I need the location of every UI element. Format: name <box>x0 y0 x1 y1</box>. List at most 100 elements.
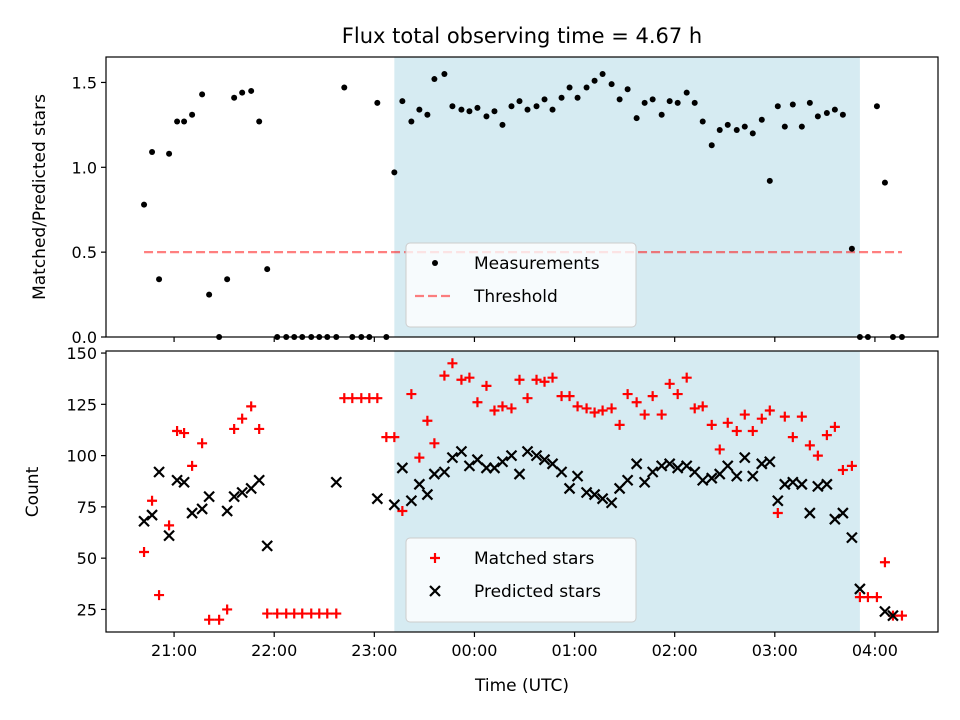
predicted-stars-point <box>236 486 248 499</box>
predicted-stars-point <box>655 460 668 472</box>
measurement-point <box>206 291 213 298</box>
measurement-point <box>524 106 531 113</box>
y-tick-label: 50 <box>77 549 97 568</box>
predicted-stars-point <box>746 470 759 482</box>
predicted-stars-point <box>388 499 401 511</box>
measurement-point <box>149 149 156 156</box>
predicted-stars-point <box>764 455 776 468</box>
matched-stars-point <box>439 370 450 381</box>
y-tick-label: 125 <box>66 395 97 414</box>
predicted-stars-point <box>804 507 816 519</box>
predicted-stars-point <box>580 486 593 499</box>
measurement-point <box>624 86 631 93</box>
predicted-stars-point <box>812 480 824 493</box>
predicted-stars-point <box>680 460 693 472</box>
measurement-point <box>641 99 648 106</box>
matched-stars-point <box>254 423 265 434</box>
measurement-point <box>616 96 623 103</box>
predicted-stars-point <box>796 478 808 491</box>
axes-frame <box>105 56 939 338</box>
measurement-point <box>574 94 581 101</box>
matched-stars-point <box>204 614 215 625</box>
matched-stars-point <box>372 393 383 404</box>
predicted-stars-point <box>846 531 858 544</box>
predicted-stars-point <box>671 462 684 474</box>
predicted-stars-point <box>371 492 384 505</box>
predicted-stars-point <box>663 458 676 470</box>
measurement-point <box>724 121 731 128</box>
matched-stars-point <box>322 608 333 619</box>
legend-box <box>405 537 637 623</box>
matched-stars-point <box>804 440 815 451</box>
measurement-point <box>441 70 448 77</box>
measurement-point <box>733 126 740 133</box>
y-tick-label: 0.0 <box>72 328 97 347</box>
measurement-point <box>823 110 830 116</box>
matched-stars-point <box>547 372 558 383</box>
predicted-stars-point <box>496 455 509 468</box>
predicted-stars-point <box>837 507 849 519</box>
matched-stars-point <box>714 444 725 455</box>
matched-stars-point <box>862 592 873 603</box>
matched-stars-point <box>597 405 608 416</box>
measurement-point <box>608 81 615 88</box>
matched-stars-point <box>689 403 700 414</box>
predicted-stars-point <box>446 451 459 464</box>
matched-stars-point <box>497 401 508 412</box>
legend-box <box>405 242 637 328</box>
measurement-point <box>666 98 673 105</box>
predicted-stars-point <box>171 474 183 486</box>
y-tick-label: 100 <box>66 447 97 466</box>
matched-stars-point <box>422 415 433 426</box>
predicted-stars-point <box>428 468 441 480</box>
predicted-stars-point <box>471 453 484 466</box>
matched-stars-point <box>739 409 750 420</box>
legend-marker-matched <box>430 553 440 563</box>
matched-stars-point <box>397 505 408 516</box>
matched-stars-point <box>706 419 717 430</box>
predicted-stars-series <box>138 445 899 622</box>
matched-stars-point <box>631 397 642 408</box>
predicted-stars-point <box>887 609 899 622</box>
predicted-stars-point <box>330 476 343 489</box>
y-tick-label: 75 <box>77 498 97 517</box>
matched-stars-point <box>237 413 248 424</box>
measurement-point <box>264 266 271 273</box>
legend-label: Predicted stars <box>474 582 601 602</box>
matched-stars-point <box>756 413 767 424</box>
measurements-series <box>141 70 905 340</box>
measurement-point <box>399 98 406 105</box>
measurement-point <box>839 111 846 118</box>
predicted-stars-point <box>455 445 468 458</box>
predicted-stars-point <box>405 494 418 507</box>
predicted-stars-point <box>829 513 841 525</box>
predicted-stars-point <box>638 476 651 489</box>
matched-stars-point <box>139 547 150 558</box>
predicted-stars-point <box>705 472 718 484</box>
matched-stars-series <box>139 358 907 625</box>
matched-stars-point <box>246 401 257 412</box>
ratio-panel: Matched/Predicted stars 0.0 0.5 1.0 1.5 Meas… <box>30 56 939 347</box>
x-tick-label: 04:00 <box>852 641 898 660</box>
x-tick-label: 03:00 <box>752 641 798 660</box>
predicted-stars-point <box>821 478 833 491</box>
count-y-axis-label: Count <box>23 466 43 517</box>
measurement-point <box>166 150 173 157</box>
y-tick-label: 150 <box>66 344 97 363</box>
measurement-point <box>873 103 880 110</box>
matched-stars-point <box>722 417 733 428</box>
measurement-point <box>749 130 756 137</box>
measurement-point <box>716 126 723 133</box>
matched-stars-point <box>179 428 190 439</box>
matched-stars-point <box>506 403 517 414</box>
measurement-point <box>774 103 781 110</box>
x-tick-label: 22:00 <box>251 641 297 660</box>
measurement-point <box>848 245 855 252</box>
legend-marker-predicted <box>429 585 441 597</box>
predicted-stars-point <box>163 529 175 542</box>
y-tick-label: 25 <box>77 600 97 619</box>
matched-stars-point <box>639 409 650 420</box>
measurement-point <box>831 106 838 113</box>
matched-stars-point <box>262 608 273 619</box>
measurement-point <box>789 101 796 108</box>
